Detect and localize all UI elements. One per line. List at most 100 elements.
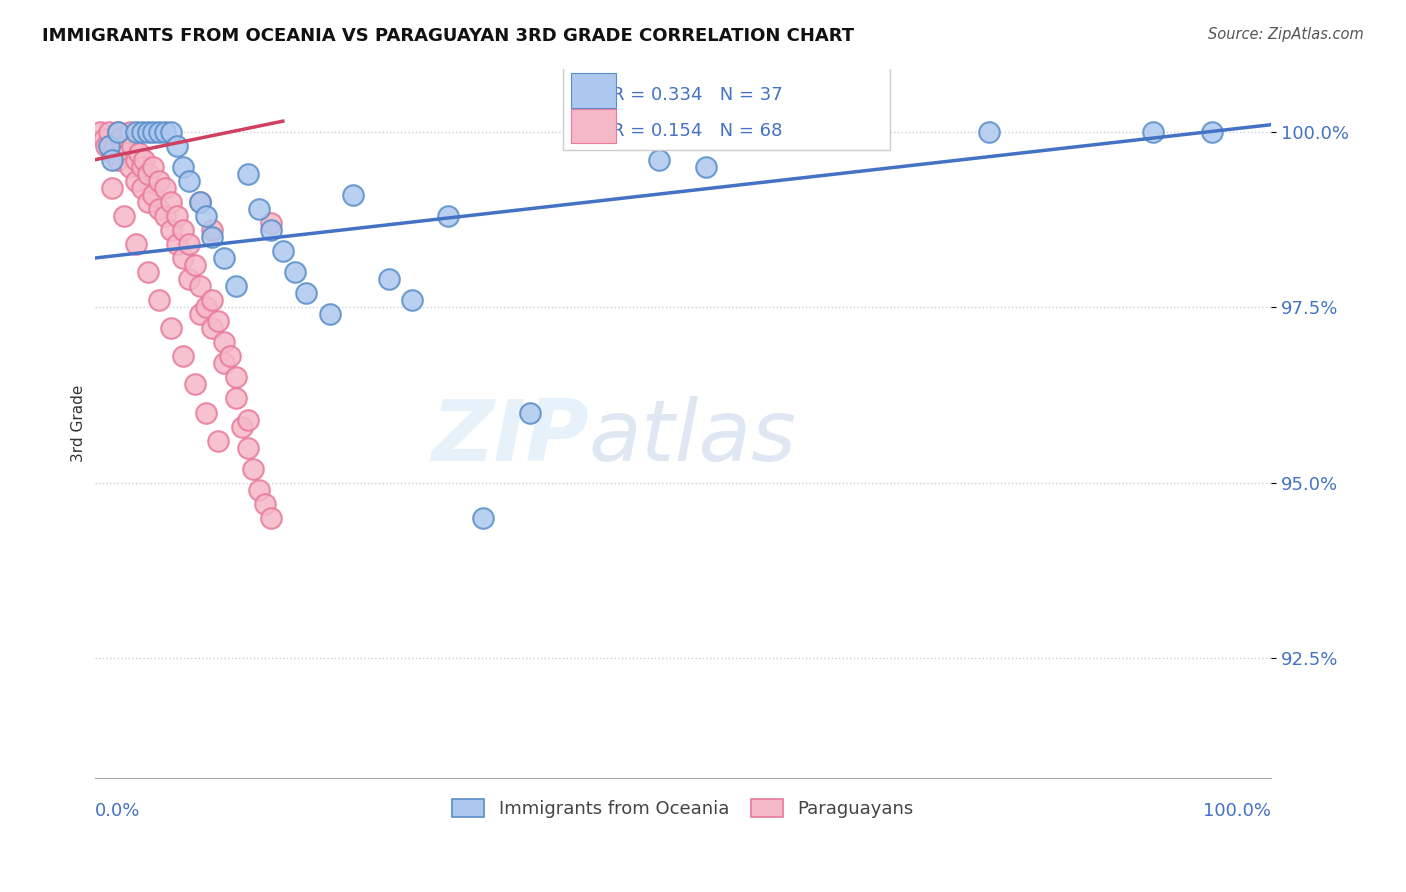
Point — [271, 244, 294, 258]
Point — [172, 251, 194, 265]
Point — [1142, 125, 1164, 139]
Point — [103, 138, 125, 153]
Point — [166, 138, 188, 153]
Text: atlas: atlas — [589, 396, 797, 479]
Point — [131, 181, 153, 195]
Point — [131, 160, 153, 174]
Text: ZIP: ZIP — [432, 396, 589, 479]
Point — [101, 181, 124, 195]
Point — [132, 153, 155, 167]
Point — [166, 237, 188, 252]
Point — [218, 349, 240, 363]
Point — [190, 194, 212, 209]
Point — [183, 258, 205, 272]
FancyBboxPatch shape — [571, 73, 616, 108]
Point — [260, 216, 283, 230]
Point — [295, 286, 318, 301]
Point — [153, 209, 176, 223]
Point — [97, 125, 120, 139]
Point — [342, 187, 364, 202]
Point — [136, 167, 159, 181]
Point — [247, 483, 270, 497]
Point — [201, 223, 224, 237]
Point — [153, 125, 176, 139]
Point — [207, 314, 229, 328]
Point — [195, 209, 218, 223]
Point — [648, 153, 671, 167]
Point — [231, 419, 253, 434]
Point — [107, 125, 129, 139]
Point — [96, 138, 118, 153]
Point — [225, 370, 247, 384]
Point — [101, 145, 124, 160]
Point — [148, 125, 170, 139]
Point — [212, 335, 235, 350]
Point — [977, 125, 1000, 139]
Text: IMMIGRANTS FROM OCEANIA VS PARAGUAYAN 3RD GRADE CORRELATION CHART: IMMIGRANTS FROM OCEANIA VS PARAGUAYAN 3R… — [42, 27, 855, 45]
Point — [112, 138, 135, 153]
Point — [131, 125, 153, 139]
Point — [190, 194, 212, 209]
Point — [1201, 125, 1223, 139]
Point — [319, 307, 342, 321]
Point — [136, 125, 159, 139]
Point — [118, 125, 141, 139]
Point — [183, 377, 205, 392]
Point — [148, 174, 170, 188]
Point — [110, 132, 132, 146]
Point — [89, 125, 111, 139]
Point — [136, 265, 159, 279]
Point — [177, 237, 200, 252]
Legend: Immigrants from Oceania, Paraguayans: Immigrants from Oceania, Paraguayans — [444, 791, 921, 825]
Point — [225, 279, 247, 293]
Point — [142, 125, 165, 139]
Point — [401, 293, 423, 308]
Point — [254, 497, 277, 511]
Point — [471, 511, 494, 525]
Point — [172, 349, 194, 363]
Point — [160, 223, 183, 237]
Text: R = 0.334   N = 37: R = 0.334 N = 37 — [612, 87, 783, 104]
Point — [107, 153, 129, 167]
Point — [236, 167, 259, 181]
Point — [97, 138, 120, 153]
Point — [118, 160, 141, 174]
Y-axis label: 3rd Grade: 3rd Grade — [72, 384, 86, 462]
Point — [142, 160, 165, 174]
FancyBboxPatch shape — [562, 66, 890, 150]
Point — [236, 441, 259, 455]
Point — [201, 293, 224, 308]
Point — [242, 461, 264, 475]
Point — [260, 511, 283, 525]
Point — [93, 132, 115, 146]
Point — [148, 293, 170, 308]
Point — [195, 405, 218, 419]
Point — [195, 300, 218, 314]
Point — [201, 230, 224, 244]
Text: 0.0%: 0.0% — [94, 802, 141, 820]
Point — [225, 392, 247, 406]
Text: R = 0.154   N = 68: R = 0.154 N = 68 — [612, 121, 783, 140]
Point — [212, 356, 235, 370]
Point — [125, 237, 148, 252]
Point — [377, 272, 399, 286]
Point — [436, 209, 458, 223]
Point — [128, 145, 150, 160]
Point — [695, 160, 717, 174]
Point — [172, 223, 194, 237]
Text: Source: ZipAtlas.com: Source: ZipAtlas.com — [1208, 27, 1364, 42]
Point — [166, 209, 188, 223]
Point — [284, 265, 307, 279]
Point — [153, 181, 176, 195]
Point — [101, 153, 124, 167]
FancyBboxPatch shape — [571, 109, 616, 143]
Text: 100.0%: 100.0% — [1204, 802, 1271, 820]
Point — [136, 194, 159, 209]
Point — [190, 307, 212, 321]
Point — [207, 434, 229, 448]
Point — [107, 125, 129, 139]
Point — [247, 202, 270, 216]
Point — [813, 125, 835, 139]
Point — [260, 223, 283, 237]
Point — [142, 187, 165, 202]
